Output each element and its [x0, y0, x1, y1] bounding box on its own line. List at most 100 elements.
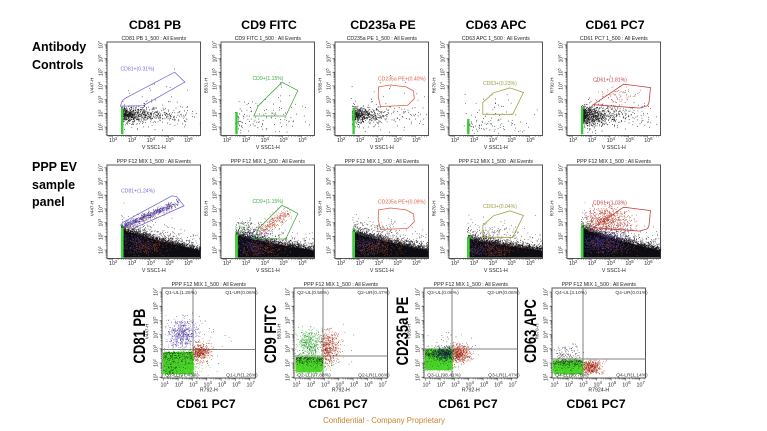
svg-text:Q3-UR(0.06%): Q3-UR(0.06%) [487, 290, 520, 296]
svg-text:101: 101 [413, 373, 421, 381]
svg-text:101: 101 [422, 380, 431, 388]
svg-text:103: 103 [588, 136, 597, 144]
svg-text:105: 105 [438, 191, 446, 199]
svg-text:103: 103 [210, 96, 218, 104]
svg-text:107: 107 [325, 41, 333, 49]
svg-text:Q1-LL(97.43%): Q1-LL(97.43%) [165, 372, 199, 378]
svg-text:106: 106 [413, 258, 422, 266]
svg-text:R7924-H: R7924-H [588, 387, 609, 393]
svg-text:102: 102 [438, 110, 446, 118]
svg-text:Q2-UL(0.58%): Q2-UL(0.58%) [297, 290, 329, 296]
svg-text:102: 102 [413, 359, 421, 367]
svg-text:101: 101 [325, 123, 333, 131]
svg-text:CD235a PE+(0.09%): CD235a PE+(0.09%) [378, 199, 426, 205]
svg-text:103: 103 [128, 258, 137, 266]
svg-text:R670-H: R670-H [431, 78, 436, 94]
svg-text:PPP F12 MIX 1_500 : All Events: PPP F12 MIX 1_500 : All Events [231, 158, 306, 164]
svg-text:101: 101 [210, 246, 218, 254]
svg-text:PPP F12 MIX 1_500 : All Events: PPP F12 MIX 1_500 : All Events [345, 158, 420, 164]
svg-text:Q1-UL(1.25%): Q1-UL(1.25%) [165, 290, 197, 296]
svg-text:CD61 PC7 1_500 : All Events: CD61 PC7 1_500 : All Events [580, 36, 648, 42]
svg-text:V447-H: V447-H [90, 78, 95, 94]
svg-text:PPP F12 MIX 1_500 : All Events: PPP F12 MIX 1_500 : All Events [577, 158, 652, 164]
svg-text:103: 103 [283, 345, 291, 353]
svg-text:105: 105 [479, 380, 488, 388]
svg-text:105: 105 [218, 380, 227, 388]
svg-text:105: 105 [165, 136, 174, 144]
svg-text:107: 107 [378, 380, 387, 388]
svg-text:102: 102 [96, 110, 104, 118]
svg-text:104: 104 [210, 81, 218, 90]
svg-text:102: 102 [337, 258, 346, 266]
svg-text:102: 102 [436, 380, 445, 388]
svg-text:106: 106 [298, 136, 307, 144]
svg-text:104: 104 [465, 380, 474, 388]
svg-text:105: 105 [279, 136, 288, 144]
svg-text:101: 101 [550, 380, 559, 388]
svg-text:R670-H: R670-H [534, 323, 539, 339]
svg-text:106: 106 [526, 258, 535, 266]
svg-text:103: 103 [151, 345, 159, 353]
svg-text:V SSC1-H: V SSC1-H [256, 145, 280, 151]
svg-text:105: 105 [394, 258, 403, 266]
svg-text:Y585-H: Y585-H [318, 78, 323, 94]
svg-text:104: 104 [541, 330, 549, 339]
svg-text:Q4-LL(95.75%): Q4-LL(95.75%) [555, 372, 589, 378]
svg-text:B531-H: B531-H [276, 323, 281, 339]
svg-text:101: 101 [283, 373, 291, 381]
svg-text:105: 105 [625, 136, 634, 144]
svg-text:102: 102 [283, 359, 291, 367]
svg-text:Q2-LR(1.06%): Q2-LR(1.06%) [358, 372, 390, 378]
svg-text:106: 106 [184, 136, 193, 144]
svg-text:B531-H: B531-H [203, 200, 208, 216]
svg-text:105: 105 [210, 69, 218, 77]
svg-text:104: 104 [375, 258, 384, 266]
svg-text:105: 105 [438, 69, 446, 77]
svg-text:106: 106 [325, 55, 333, 63]
svg-text:107: 107 [636, 380, 645, 388]
svg-text:Q3-LL(98.41%): Q3-LL(98.41%) [427, 372, 461, 378]
svg-text:106: 106 [438, 177, 446, 185]
svg-text:CD63+(0.04%): CD63+(0.04%) [483, 204, 517, 210]
svg-text:102: 102 [451, 258, 460, 266]
svg-text:105: 105 [350, 380, 359, 388]
svg-text:103: 103 [579, 380, 588, 388]
svg-text:104: 104 [325, 204, 333, 213]
svg-text:106: 106 [494, 380, 503, 388]
svg-text:R792-H: R792-H [461, 387, 479, 393]
svg-text:V SSC1-H: V SSC1-H [370, 267, 394, 273]
svg-text:102: 102 [569, 258, 578, 266]
svg-text:106: 106 [644, 136, 653, 144]
svg-text:R792-H: R792-H [332, 387, 350, 393]
svg-text:107: 107 [438, 163, 446, 171]
svg-text:Y585-H: Y585-H [318, 200, 323, 216]
svg-text:106: 106 [541, 302, 549, 310]
svg-text:101: 101 [541, 373, 549, 381]
svg-text:PPP F12 MIX 1_500 : All Events: PPP F12 MIX 1_500 : All Events [303, 281, 378, 287]
svg-text:107: 107 [96, 41, 104, 49]
svg-text:107: 107 [247, 380, 256, 388]
svg-text:106: 106 [438, 55, 446, 63]
svg-text:R670-H: R670-H [431, 200, 436, 216]
svg-text:102: 102 [556, 232, 564, 240]
svg-text:103: 103 [413, 345, 421, 353]
svg-text:104: 104 [375, 136, 384, 144]
svg-text:105: 105 [556, 191, 564, 199]
svg-text:106: 106 [526, 136, 535, 144]
svg-text:102: 102 [109, 258, 118, 266]
svg-text:V SSC1-H: V SSC1-H [602, 267, 626, 273]
svg-text:104: 104 [204, 380, 213, 388]
svg-text:CD63+(0.23%): CD63+(0.23%) [483, 81, 517, 87]
svg-text:106: 106 [210, 55, 218, 63]
svg-text:105: 105 [556, 69, 564, 77]
svg-text:105: 105 [279, 258, 288, 266]
svg-text:103: 103 [356, 136, 365, 144]
svg-text:104: 104 [593, 380, 602, 388]
svg-text:104: 104 [147, 258, 156, 266]
svg-text:102: 102 [175, 380, 184, 388]
svg-text:106: 106 [644, 258, 653, 266]
svg-text:102: 102 [541, 359, 549, 367]
svg-text:102: 102 [564, 380, 573, 388]
svg-text:CD61+(1.81%): CD61+(1.81%) [593, 78, 627, 84]
svg-text:CD9+(1.15%): CD9+(1.15%) [252, 199, 283, 205]
